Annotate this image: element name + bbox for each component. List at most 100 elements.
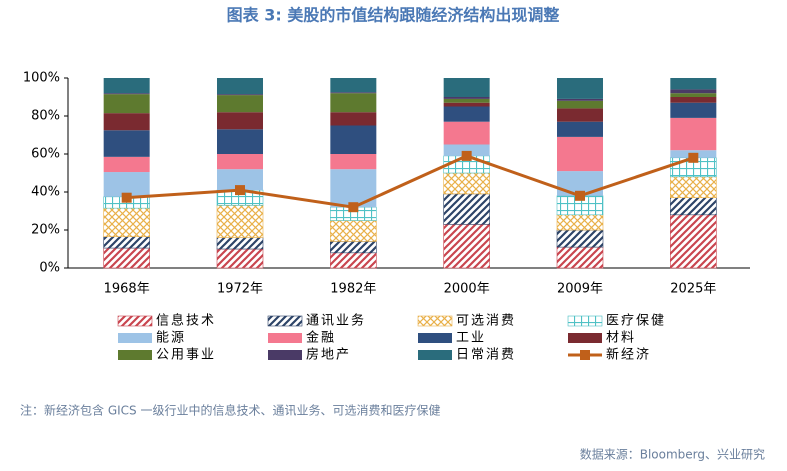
bar-segment <box>443 193 490 225</box>
bar-segment <box>330 78 377 93</box>
legend-swatch <box>268 350 302 360</box>
line-marker <box>348 202 359 213</box>
bar-segment <box>670 97 717 103</box>
bar-segment <box>217 169 263 191</box>
y-tick-label: 40% <box>31 185 60 200</box>
bar-segment <box>103 94 150 114</box>
x-tick-label: 2009年 <box>557 282 603 297</box>
bar-segment <box>443 121 490 145</box>
x-tick-label: 2025年 <box>670 282 716 297</box>
x-tick-label: 1982年 <box>330 282 376 297</box>
legend-swatch <box>268 333 302 343</box>
x-tick-label: 1968年 <box>104 282 150 297</box>
bar-segment <box>670 102 717 118</box>
bar-segment <box>556 214 604 231</box>
bar-segment <box>670 78 717 90</box>
bar-segment <box>330 241 377 254</box>
legend-label: 金融 <box>306 330 336 346</box>
bar-segment <box>443 106 490 122</box>
bar-segment <box>103 207 150 237</box>
bar-segment <box>216 205 264 238</box>
legend-swatch <box>117 315 153 327</box>
bar-segment <box>103 130 150 157</box>
bar-segment <box>670 117 717 151</box>
line-marker <box>235 185 245 196</box>
x-tick-label: 1972年 <box>217 282 263 297</box>
source: 数据来源：Bloomberg、兴业研究 <box>580 447 765 462</box>
bar-segment <box>103 236 150 249</box>
legend-label: 医疗保健 <box>606 314 666 329</box>
bar-segment <box>443 98 490 103</box>
bar-segment <box>330 252 377 269</box>
bar-segment <box>670 214 717 269</box>
legend-swatch <box>267 315 303 327</box>
bar-segment <box>216 237 264 250</box>
bar-segment <box>216 248 264 269</box>
legend-swatch <box>418 333 452 343</box>
bar-segment <box>443 144 490 156</box>
legend-label: 房地产 <box>306 347 351 363</box>
bar-segment <box>103 247 150 269</box>
legend-swatch <box>118 333 152 343</box>
y-tick-label: 0% <box>39 261 60 276</box>
line-marker <box>121 192 132 203</box>
legend-label: 能源 <box>156 331 186 346</box>
bar-segment <box>670 197 717 216</box>
bar-segment <box>670 89 717 94</box>
y-tick-label: 20% <box>31 223 60 238</box>
bar-segment <box>557 136 603 172</box>
legend-swatch <box>118 350 152 360</box>
bar-segment <box>103 78 150 94</box>
bar-segment <box>556 246 604 269</box>
note: 注：新经济包含 GICS 一级行业中的信息技术、通讯业务、可选消费和医疗保健 <box>20 403 440 418</box>
bar-segment <box>330 125 377 154</box>
legend-label: 通讯业务 <box>306 313 366 329</box>
line-marker <box>575 190 585 201</box>
bar-segment <box>217 94 263 96</box>
bar-segment <box>557 100 603 109</box>
bar-segment <box>443 102 490 107</box>
chart-title: 图表 3: 美股的市值结构跟随经济结构出现调整 <box>227 6 560 25</box>
legend-label: 信息技术 <box>156 313 216 329</box>
legend-swatch <box>568 333 602 343</box>
bar-segment <box>103 93 150 95</box>
legend-label: 公用事业 <box>156 348 216 363</box>
bar-segment <box>443 224 490 269</box>
legend-label: 新经济 <box>606 347 651 363</box>
x-tick-label: 2000年 <box>444 282 490 297</box>
bar-segment <box>670 176 717 199</box>
bar-segment <box>443 172 490 195</box>
bar-segment <box>670 93 717 97</box>
bar-segment <box>217 95 263 113</box>
bar-segment <box>217 154 263 170</box>
bar-segment <box>443 97 490 99</box>
bar-segment <box>330 92 377 94</box>
bar-segment <box>217 78 263 95</box>
y-tick-label: 60% <box>31 147 60 162</box>
bar-segment <box>557 78 603 99</box>
legend-swatch <box>417 315 453 327</box>
legend-swatch <box>418 350 452 360</box>
bar-segment <box>443 78 490 97</box>
line-marker <box>688 152 699 163</box>
legend-swatch <box>580 350 590 360</box>
y-tick-label: 80% <box>31 109 60 124</box>
legend-swatch <box>567 315 603 327</box>
legend-label: 材料 <box>606 331 636 346</box>
bar-segment <box>330 154 377 170</box>
bar-segment <box>103 156 150 173</box>
bar-segment <box>330 93 377 113</box>
line-series <box>126 154 694 209</box>
bar-segment <box>557 121 603 137</box>
bar-segment <box>330 220 377 242</box>
y-tick-label: 100% <box>23 71 60 86</box>
bar-segment <box>103 172 150 197</box>
bar-segment <box>557 108 603 122</box>
legend-label: 工业 <box>456 331 486 346</box>
legend-label: 可选消费 <box>456 314 516 329</box>
bar-segment <box>217 129 263 154</box>
line-marker <box>461 150 472 161</box>
bar-segment <box>556 229 604 248</box>
bar-segment <box>330 112 377 126</box>
